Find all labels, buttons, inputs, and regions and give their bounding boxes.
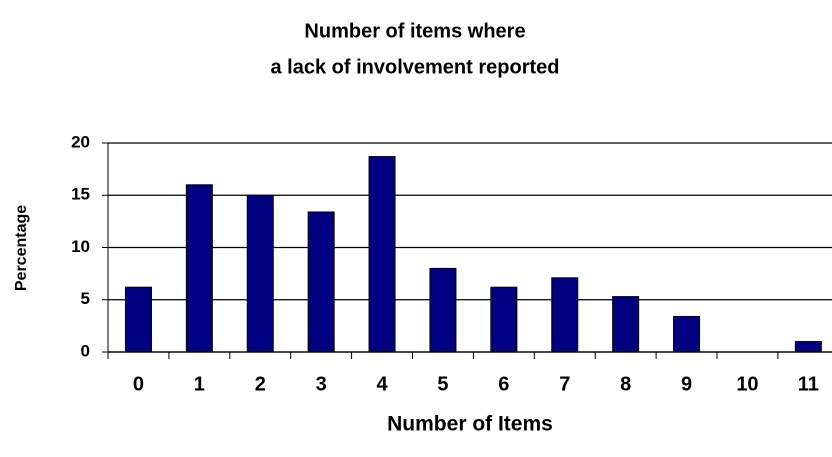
y-tick-label: 15 xyxy=(71,185,90,204)
x-tick-label: 3 xyxy=(316,373,327,395)
x-tick-label: 2 xyxy=(255,373,266,395)
bar xyxy=(246,194,274,353)
bar xyxy=(612,296,640,353)
y-tick-label: 10 xyxy=(71,237,90,256)
bar xyxy=(307,211,335,353)
bar xyxy=(490,286,518,353)
bar xyxy=(185,184,213,353)
bar xyxy=(429,267,457,353)
y-axis-label: Percentage xyxy=(13,205,30,291)
chart-title: Number of items where xyxy=(304,20,525,42)
bar xyxy=(551,277,579,353)
bar xyxy=(368,156,396,353)
x-tick-label: 11 xyxy=(798,373,819,395)
bar xyxy=(673,315,701,353)
x-tick-label: 8 xyxy=(620,373,631,395)
x-tick-label: 4 xyxy=(376,373,388,395)
x-tick-label: 6 xyxy=(498,373,509,395)
x-tick-label: 0 xyxy=(133,373,144,395)
x-tick-label: 10 xyxy=(736,373,758,395)
x-tick-label: 5 xyxy=(437,373,448,395)
y-tick-label: 5 xyxy=(81,289,90,308)
x-tick-label: 1 xyxy=(194,373,205,395)
x-axis-label: Number of Items xyxy=(387,413,553,436)
y-tick-label: 20 xyxy=(71,132,90,151)
x-tick-label: 9 xyxy=(681,373,692,395)
bar xyxy=(124,286,152,353)
bar xyxy=(794,341,822,353)
y-tick-label: 0 xyxy=(81,341,90,360)
x-tick-label: 7 xyxy=(559,373,570,395)
chart-title: a lack of involvement reported xyxy=(271,56,560,78)
